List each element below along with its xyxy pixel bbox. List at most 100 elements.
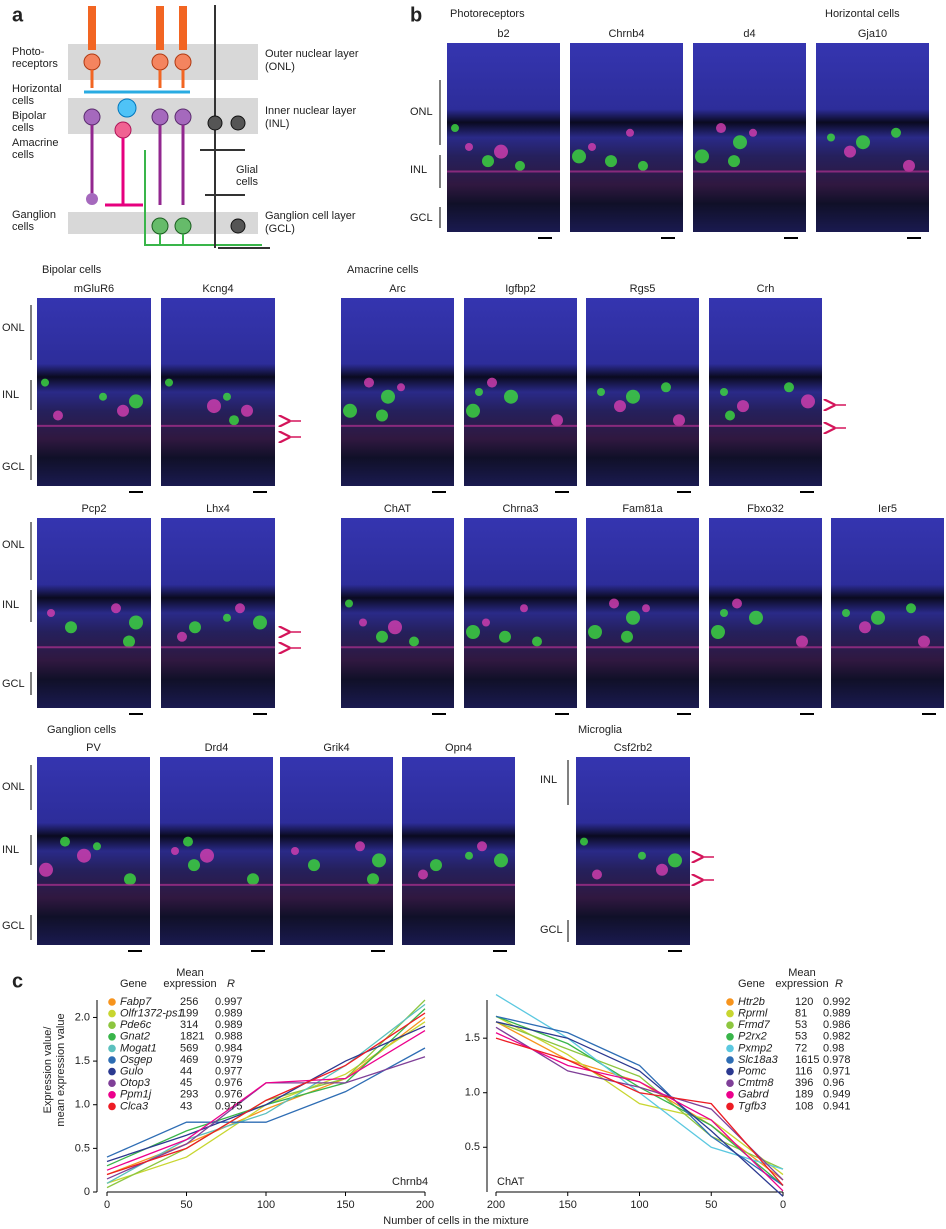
table-header: Mean expression [775,967,828,990]
cell-signal [475,388,483,396]
series-line [106,1012,426,1176]
legend-r: 0.971 [823,1066,851,1078]
glial [230,218,246,234]
cell-type-label-line: Amacrine [12,137,58,149]
legend-mean: 396 [795,1077,813,1089]
legend-r: 0.989 [215,1019,243,1031]
cell-signal [39,862,53,877]
cell-signal [642,604,650,613]
legend-r: 0.984 [215,1042,243,1054]
legend-mean: 44 [180,1066,192,1078]
series-line [106,1029,426,1171]
cell-signal [241,404,253,417]
gene-label: Chrna3 [502,503,538,515]
gene-label: Ier5 [878,503,897,515]
cell-signal [418,869,428,880]
legend-gene: Pde6c [120,1019,152,1031]
table-header-line: Mean [176,967,204,979]
legend-gene: Pxmp2 [738,1042,772,1054]
layer-abbrev: GCL [2,920,25,932]
y-tick-label: 1.5 [465,1032,480,1044]
legend-r: 0.978 [823,1054,851,1066]
cell-signal [733,135,747,150]
legend-gene: Htr2b [738,996,765,1008]
gene-label: Drd4 [205,742,229,754]
cell-signal [123,635,135,648]
table-header: Mean expression [163,967,216,990]
cell-signal [859,621,871,634]
cell-signal [918,635,930,648]
legend-gene: Fabp7 [120,996,152,1008]
legend-swatch [108,1033,116,1041]
layer-abbrev: INL [410,164,427,176]
x-axis-label: Number of cells in the mixture [383,1215,529,1227]
series-line [106,1056,426,1180]
cell-signal [482,618,490,627]
legend-r: 0.979 [215,1054,243,1066]
legend-swatch [108,1009,116,1018]
cell-signal [171,847,179,855]
cell-signal [487,377,497,388]
layer-abbrev: INL [2,599,19,611]
x-tick-label: 150 [336,1199,354,1211]
cell-signal [466,403,480,418]
cell-signal [343,403,357,418]
legend-mean: 293 [180,1089,198,1101]
bipolar [83,108,101,126]
layer-abbrev: INL [540,774,557,786]
cell-signal [638,851,646,860]
cell-signal [609,598,619,609]
y-tick-label: 1.0 [465,1087,480,1099]
cell-signal [117,404,129,417]
legend-r: 0.997 [215,996,243,1008]
series-line [495,1021,784,1197]
cell-signal [732,598,742,609]
photoreceptor [151,53,169,71]
cell-type-label-line: cells [12,149,35,161]
bipolar-term [86,193,98,205]
bipolar [151,108,169,126]
cell-signal [720,388,728,396]
cell-signal [223,392,231,401]
cell-signal [551,414,563,427]
layer-label-line: Ganglion cell layer [265,210,356,222]
legend-gene: P2rx2 [738,1031,767,1043]
cell-signal [597,388,605,396]
legend-swatch [108,998,116,1006]
cell-type-label-line: receptors [12,58,58,70]
cell-signal [229,415,239,426]
legend-mean: 469 [180,1054,198,1066]
legend-gene: Olfr1372-ps1 [120,1008,184,1020]
micrograph [693,43,806,232]
legend-mean: 72 [795,1042,807,1054]
layer-abbrev: GCL [2,678,25,690]
amacrine [114,121,132,139]
bipolar [174,108,192,126]
series-line [106,1025,426,1163]
cell-signal [871,610,885,625]
legend-mean: 53 [795,1019,807,1031]
cell-signal [673,414,685,427]
micrograph [570,43,683,232]
legend-swatch [108,1021,116,1029]
legend-r: 0.982 [823,1031,851,1043]
cell-signal [661,382,671,393]
cell-type-label-line: Horizontal [12,83,62,95]
legend-r: 0.96 [823,1077,844,1089]
glial [207,115,223,131]
table-header: R [227,978,235,990]
cell-type-label-line: cells [12,221,35,233]
cell-signal [656,863,668,876]
y-tick-label: 0.5 [465,1141,480,1153]
cell-type-label-line: Bipolar [12,110,47,122]
layer-label-line: Outer nuclear layer [265,48,359,60]
group-title: Bipolar cells [42,264,102,276]
legend-r: 0.992 [823,996,851,1008]
gene-label: ChAT [384,503,412,515]
legend-gene: Gabrd [738,1089,769,1101]
cell-signal [621,630,633,643]
panel-label: c [12,970,23,992]
cell-type-label-line: cells [236,176,259,188]
cell-signal [430,859,442,872]
cell-signal [47,609,55,617]
